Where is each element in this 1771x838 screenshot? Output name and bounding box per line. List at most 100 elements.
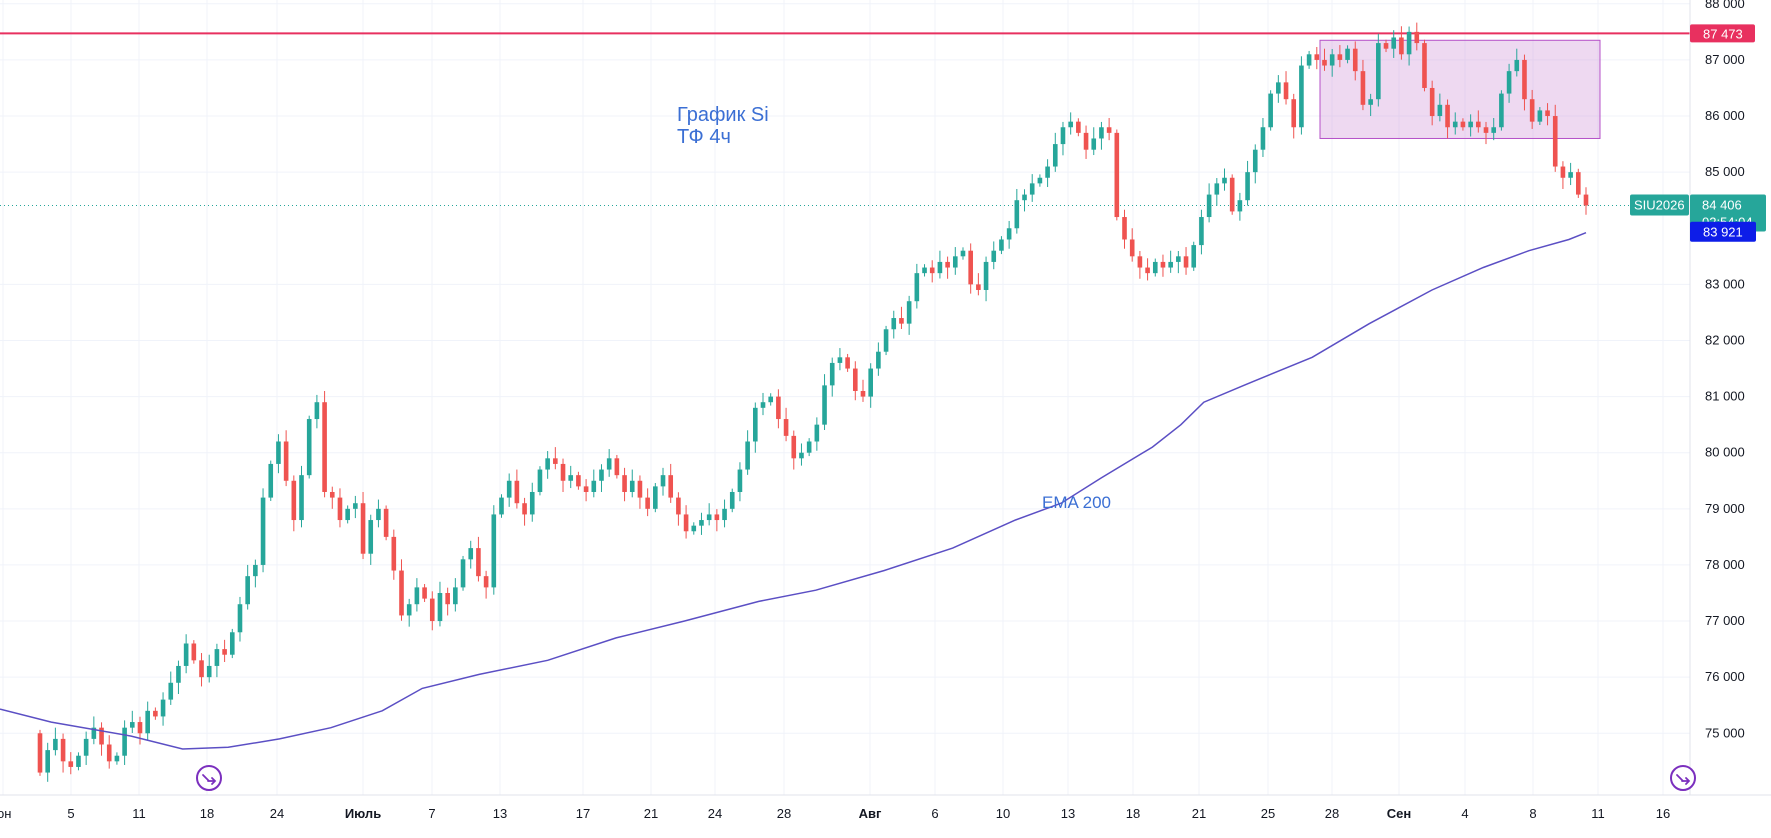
candle-body <box>1245 172 1250 201</box>
candle <box>1429 80 1435 126</box>
candle <box>1060 121 1066 156</box>
candle <box>1552 104 1558 172</box>
arrow-icon-ring <box>1670 765 1696 791</box>
candle-body <box>168 682 174 700</box>
candle <box>1499 90 1504 131</box>
candle-body <box>868 368 873 397</box>
candle <box>1583 187 1589 215</box>
y-tick-label: 86 000 <box>1705 108 1745 123</box>
scroll-to-date-icon[interactable] <box>196 765 222 791</box>
candle <box>1568 162 1573 186</box>
candle-body <box>183 643 189 666</box>
candle <box>714 509 720 532</box>
candle <box>276 434 281 474</box>
candle <box>860 379 866 402</box>
candle <box>153 707 158 720</box>
candle <box>1329 48 1335 77</box>
candle <box>1545 103 1550 126</box>
candle <box>1168 250 1173 273</box>
candle <box>1083 125 1089 159</box>
candle-body <box>1122 217 1127 240</box>
candle <box>322 390 327 498</box>
candle <box>1483 121 1489 145</box>
candle-body <box>1545 110 1550 117</box>
candle-body <box>76 755 81 767</box>
x-tick-label: 21 <box>1192 806 1206 821</box>
candle-body <box>1099 127 1104 139</box>
candle-body <box>591 480 597 492</box>
candle-body <box>153 710 158 717</box>
candle <box>622 467 627 502</box>
candle-body <box>529 491 535 515</box>
candle-body <box>253 564 258 577</box>
candle-body <box>683 514 689 532</box>
y-axis[interactable]: 75 000 76 000 77 000 78 000 79 000 80 000 81 0… <box>1689 0 1771 833</box>
candle-body <box>376 508 381 521</box>
candle <box>237 596 243 642</box>
candle <box>1052 132 1058 172</box>
candle-body <box>399 570 404 616</box>
candle-body <box>329 491 335 498</box>
candle-body <box>760 402 766 408</box>
candle-body <box>1506 71 1512 94</box>
candle-body <box>99 727 104 745</box>
candle-body <box>314 402 320 420</box>
icons[interactable] <box>196 765 1696 791</box>
candle <box>899 306 904 329</box>
candle <box>1252 144 1258 184</box>
x-axis[interactable]: юн 5 11 18 24 Июль 7 13 17 21 24 28 Авг 6 10 13 18 21 25 28… <box>0 794 1771 821</box>
candle-body <box>468 548 474 560</box>
candle <box>537 466 543 496</box>
candle-body <box>1237 200 1243 212</box>
candle-body <box>645 497 650 509</box>
candle <box>1006 220 1012 249</box>
candle <box>60 733 66 773</box>
candle <box>852 361 858 401</box>
candle-body <box>1168 261 1173 268</box>
candle <box>1345 45 1350 64</box>
candle <box>645 488 650 517</box>
candle-body <box>276 441 281 464</box>
candle <box>499 494 504 518</box>
x-tick-label: 25 <box>1261 806 1275 821</box>
candle <box>168 671 174 705</box>
scroll-to-realtime-icon[interactable] <box>1670 765 1696 791</box>
candle <box>1068 112 1073 135</box>
candle-body <box>1191 245 1197 268</box>
candle-body <box>1291 99 1297 128</box>
ema-price-tag <box>1690 221 1756 242</box>
candle-body <box>691 525 697 532</box>
candle-body <box>1368 99 1373 105</box>
candle <box>729 488 735 513</box>
candle <box>176 660 181 694</box>
candle-body <box>122 727 127 756</box>
chart-note-title: График Si <box>677 104 769 126</box>
candle <box>1222 168 1227 191</box>
candle <box>429 591 435 631</box>
candle <box>983 256 989 302</box>
candle <box>837 348 843 371</box>
candle-body <box>622 475 627 492</box>
resistance-price-tag <box>1690 24 1755 43</box>
candle-body <box>1406 31 1412 55</box>
candle <box>1191 241 1197 271</box>
candle <box>1376 33 1381 107</box>
candle-body <box>1045 166 1050 178</box>
candle-body <box>1229 177 1235 212</box>
candle-body <box>414 587 420 605</box>
arrow-icon-glyph <box>202 774 217 785</box>
candle <box>822 374 827 430</box>
candle-body <box>160 699 166 717</box>
candle-body <box>660 475 666 487</box>
candle <box>937 250 943 279</box>
candle-body <box>1199 217 1204 246</box>
x-tick-label: 5 <box>67 806 74 821</box>
candle-body <box>1522 59 1527 100</box>
x-tick-label: 28 <box>777 806 791 821</box>
candle <box>1099 121 1104 150</box>
candle <box>137 716 143 745</box>
candle <box>1452 112 1458 135</box>
candle-body <box>545 458 550 470</box>
